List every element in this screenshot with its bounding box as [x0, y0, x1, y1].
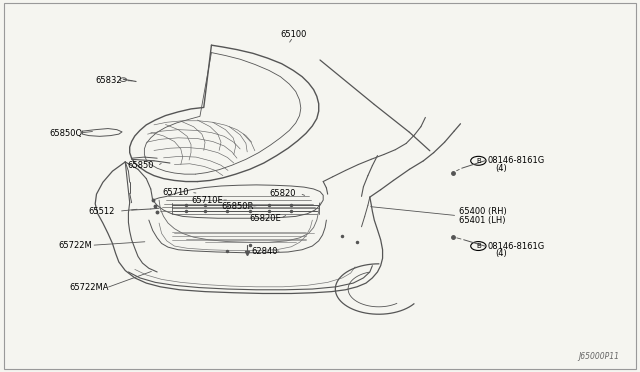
Text: J65000P11: J65000P11	[578, 352, 619, 361]
Text: (4): (4)	[495, 164, 507, 173]
Text: 65710E: 65710E	[191, 196, 223, 205]
Text: 65832: 65832	[95, 76, 122, 85]
Text: 65512: 65512	[89, 207, 115, 216]
Text: 65100: 65100	[280, 30, 307, 39]
Text: 08146-8161G: 08146-8161G	[487, 241, 545, 250]
Text: 65722MA: 65722MA	[70, 283, 109, 292]
Text: 65850: 65850	[127, 161, 154, 170]
Text: 65850R: 65850R	[221, 202, 253, 211]
Text: 62840: 62840	[252, 247, 278, 256]
Text: B: B	[476, 243, 481, 249]
Text: 65820E: 65820E	[250, 214, 282, 223]
Text: B: B	[476, 158, 481, 164]
Text: (4): (4)	[495, 249, 507, 258]
Text: 65401 (LH): 65401 (LH)	[460, 217, 506, 225]
Text: 65820: 65820	[269, 189, 296, 198]
Text: 65850Q: 65850Q	[49, 128, 83, 138]
Text: 65722M: 65722M	[58, 241, 92, 250]
Text: 65400 (RH): 65400 (RH)	[460, 208, 507, 217]
Text: 65710: 65710	[163, 188, 189, 197]
Text: 08146-8161G: 08146-8161G	[487, 156, 545, 165]
